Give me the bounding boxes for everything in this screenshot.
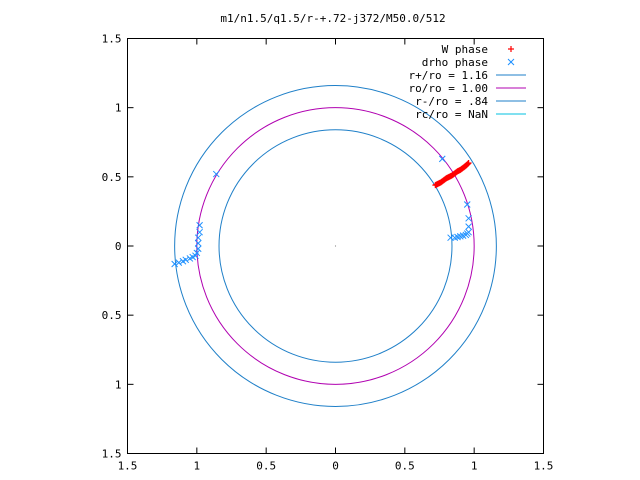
y-tick-label: 1: [115, 102, 122, 115]
x-tick-label: 1.5: [118, 460, 138, 473]
cross-bar-2: [193, 249, 201, 257]
circle-series: [196, 107, 475, 385]
cross-bar-2: [196, 221, 203, 229]
drho-phase-point: [194, 234, 202, 242]
cross-bar-2: [196, 228, 203, 236]
x-tick-label: 1: [471, 460, 478, 473]
origin-dot: [334, 245, 337, 247]
drho-phase-point: [194, 239, 202, 247]
cross-bar-2: [507, 58, 515, 66]
cross-bar-2: [194, 239, 202, 247]
w-phase-point: [465, 160, 472, 166]
drho-phase-point: [194, 245, 202, 253]
cross-bar-2: [175, 259, 183, 266]
cross-bar-2: [212, 170, 220, 178]
cross-bar-2: [463, 201, 471, 208]
drho-phase-point: [463, 201, 471, 208]
drho-phase-point: [465, 214, 472, 222]
y-tick-label: 0.5: [102, 309, 122, 322]
legend-label: W phase: [442, 43, 488, 56]
y-tick-label: 0: [115, 240, 122, 253]
x-tick-label: 0: [332, 460, 339, 473]
chart-title: m1/n1.5/q1.5/r-+.72-j372/M50.0/512: [220, 12, 445, 25]
axis-ticks: 1.5 1 0.5 0 0.5 1 1.51.510.500.511.5: [102, 33, 554, 473]
x-tick-label: 0.5: [395, 460, 415, 473]
reference-circles: [174, 85, 497, 407]
circle-series: [174, 85, 497, 407]
legend-marker: [508, 46, 514, 52]
y-tick-label: 1.5: [102, 33, 122, 46]
y-tick-label: 1: [115, 378, 122, 391]
drho-phase-point: [175, 259, 183, 266]
y-tick-label: 0.5: [102, 171, 122, 184]
cross-bar-2: [438, 155, 446, 163]
cross-bar-2: [182, 256, 190, 264]
legend-marker: [507, 58, 515, 66]
drho-phase-point: [193, 249, 201, 257]
legend-label: drho phase: [422, 56, 488, 69]
w-phase-point: [464, 160, 471, 167]
x-tick-label: 1.5: [534, 460, 554, 473]
cross-bar-2: [465, 228, 472, 236]
drho-phase-point: [465, 223, 472, 230]
x-tick-label: 0.5: [256, 460, 276, 473]
cross-bar-2: [194, 245, 202, 253]
circle-series: [218, 129, 453, 363]
legend-label: r-/ro = .84: [415, 95, 488, 108]
legend-label: ro/ro = 1.00: [409, 82, 488, 95]
cross-bar-2: [171, 260, 179, 268]
cross-bar-2: [465, 223, 472, 230]
drho-phase-point: [182, 256, 190, 264]
legend-label: rc/ro = NaN: [415, 108, 488, 121]
drho-phase-point: [171, 260, 179, 268]
legend-label: r+/ro = 1.16: [409, 69, 488, 82]
drho-phase-point: [438, 155, 446, 163]
data-points: [171, 155, 472, 268]
drho-phase-point: [196, 228, 203, 236]
drho-phase-point: [212, 170, 220, 178]
y-tick-label: 1.5: [102, 448, 122, 461]
cross-bar-2: [194, 234, 202, 242]
drho-phase-point: [196, 221, 203, 229]
w-phase-point: [464, 161, 471, 168]
drho-phase-point: [465, 228, 472, 236]
x-tick-label: 1: [194, 460, 201, 473]
cross-bar-2: [465, 214, 472, 222]
